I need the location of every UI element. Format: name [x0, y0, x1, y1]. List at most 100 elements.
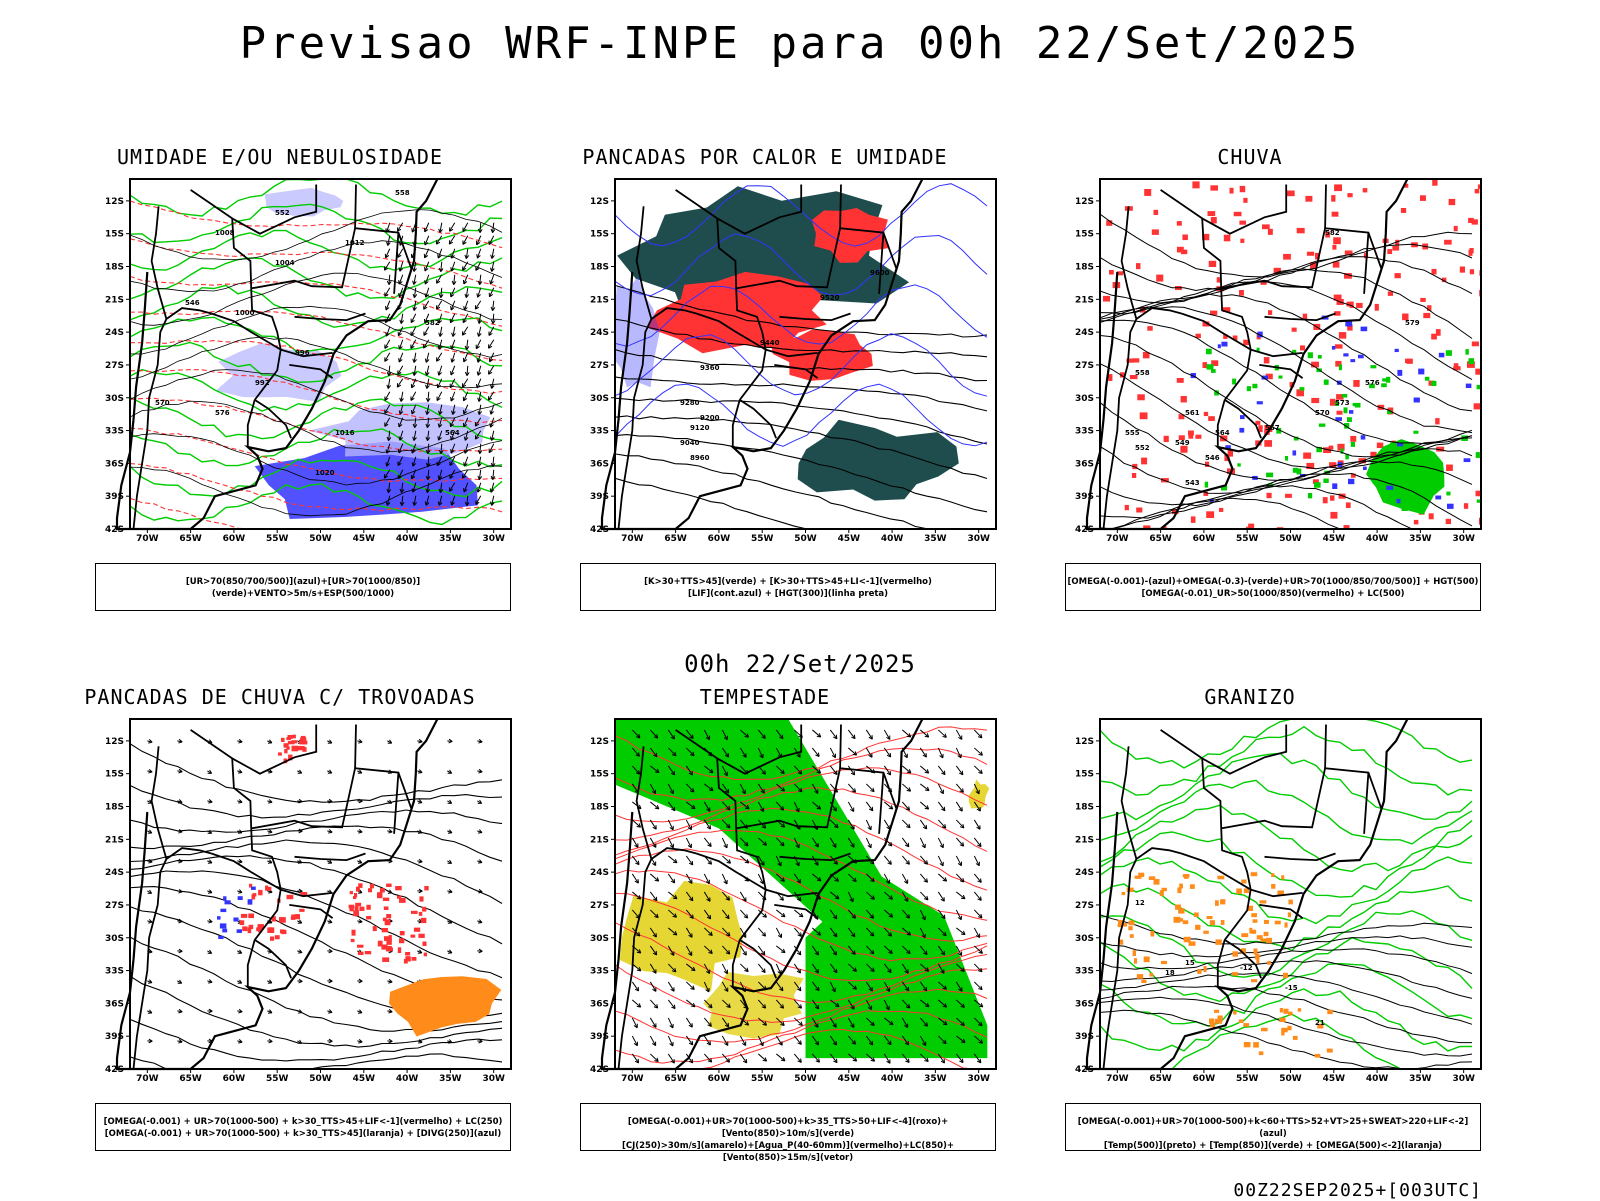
field-speck — [1386, 486, 1393, 490]
border-line — [248, 400, 255, 447]
field-speck — [1177, 378, 1184, 383]
field-speck — [1297, 228, 1305, 233]
field-speck — [1423, 313, 1430, 318]
lat-label: 39S — [590, 1032, 609, 1042]
field-speck — [1239, 290, 1244, 296]
field-speck — [1332, 212, 1339, 217]
lat-label: 18S — [105, 803, 124, 813]
field-speck — [1210, 920, 1215, 925]
lat-label: 18S — [1075, 263, 1094, 273]
field-speck — [1298, 1008, 1301, 1011]
field-speck — [1332, 483, 1337, 489]
contour-label: 9520 — [820, 294, 840, 302]
field-speck — [1135, 876, 1142, 879]
border-line — [733, 400, 740, 447]
field-speck — [1436, 329, 1441, 336]
field-speck — [1127, 888, 1134, 892]
lat-label: 27S — [590, 361, 609, 371]
field-speck — [368, 888, 372, 892]
middle-date: 00h 22/Set/2025 — [0, 650, 1600, 678]
lon-label: 35W — [1409, 1074, 1432, 1084]
lat-label: 24S — [590, 328, 609, 338]
field-speck — [1161, 961, 1167, 964]
field-speck — [292, 746, 299, 752]
field-speck — [354, 893, 357, 897]
border-line — [1265, 854, 1336, 861]
border-line — [1104, 848, 1182, 1069]
field-speck — [1475, 189, 1480, 193]
contour-label: 1008 — [215, 229, 235, 237]
field-speck — [295, 914, 300, 919]
lon-label: 65W — [1149, 1074, 1172, 1084]
field-speck — [1469, 250, 1473, 256]
border-line — [1122, 206, 1137, 319]
field-speck — [1292, 328, 1297, 332]
field-speck — [382, 957, 389, 962]
field-speck — [281, 738, 285, 742]
field-speck — [1361, 327, 1368, 332]
field-speck — [1251, 979, 1257, 982]
border-line — [879, 773, 883, 834]
panel-title: UMIDADE E/OU NEBULOSIDADE — [60, 145, 500, 169]
map-svg: 96009520944093609280920091209040896012S1… — [580, 175, 1000, 547]
field-speck — [1191, 516, 1196, 522]
border-line — [255, 940, 291, 978]
border-line — [248, 940, 255, 987]
field-speck — [1280, 1008, 1283, 1012]
field-speck — [1195, 435, 1201, 439]
field-speck — [1386, 377, 1390, 383]
field-speck — [1332, 346, 1335, 350]
lat-label: 39S — [105, 492, 124, 502]
field-speck — [1261, 1028, 1268, 1031]
field-speck — [1472, 342, 1479, 347]
field-speck — [1347, 193, 1352, 197]
border-line — [1181, 854, 1250, 940]
field-speck — [251, 887, 256, 890]
contour-label: 1020 — [315, 469, 335, 477]
field-speck — [1331, 195, 1335, 202]
field-speck — [1454, 226, 1458, 231]
lon-label: 35W — [924, 1074, 947, 1084]
panel-title: PANCADAS POR CALOR E UMIDADE — [545, 145, 985, 169]
field-speck — [1251, 930, 1256, 934]
field-speck — [1283, 254, 1291, 260]
field-speck — [1332, 245, 1336, 250]
field-speck — [419, 912, 422, 916]
field-speck — [220, 909, 226, 912]
field-speck — [248, 927, 252, 933]
field-speck — [411, 935, 416, 938]
field-speck — [1327, 1049, 1333, 1053]
field-speck — [1363, 467, 1367, 470]
legend-line: [OMEGA(-0.001) + UR>70(1000-500) + k>30_… — [96, 1128, 510, 1140]
field-speck — [1342, 394, 1348, 398]
border-line — [840, 725, 841, 769]
contour-label: -15 — [1285, 984, 1298, 992]
field-speck — [1293, 450, 1297, 455]
field-speck — [1152, 229, 1159, 234]
legend-box: [OMEGA(-0.001)+UR>70(1000-500)+k>35_TTS>… — [580, 1103, 996, 1151]
contour-label: 564 — [445, 429, 460, 437]
contour-label: 9040 — [680, 439, 700, 447]
field-speck — [1197, 969, 1201, 974]
field-speck — [1464, 503, 1468, 509]
contour-label: 9360 — [700, 364, 720, 372]
field-speck — [1271, 884, 1275, 889]
field-speck — [352, 930, 356, 936]
field-speck — [225, 900, 231, 904]
contour-line — [1100, 989, 1472, 1051]
field-speck — [398, 947, 401, 953]
field-speck — [1190, 884, 1195, 889]
border-line — [355, 725, 356, 769]
field-speck — [1188, 431, 1194, 436]
field-speck — [300, 737, 306, 742]
lon-label: 45W — [838, 534, 861, 544]
border-line — [740, 400, 776, 438]
legend-box: [OMEGA(-0.001) + UR>70(1000-500) + k>30_… — [95, 1103, 511, 1151]
field-speck — [1221, 920, 1225, 925]
lat-label: 30S — [105, 394, 124, 404]
field-speck — [1140, 412, 1148, 419]
